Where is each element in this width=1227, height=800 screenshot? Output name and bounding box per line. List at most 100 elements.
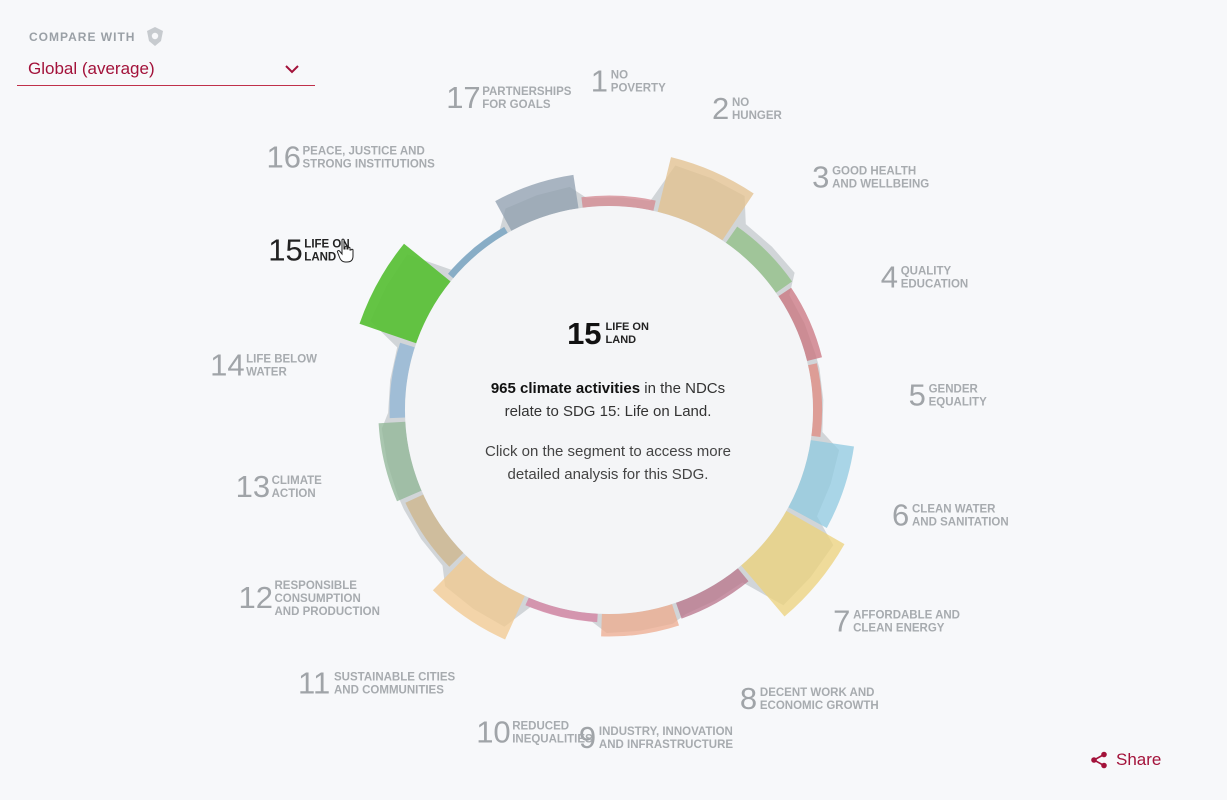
compare-dropdown-value: Global (average) bbox=[28, 58, 155, 78]
sdg-segment-13[interactable] bbox=[378, 421, 422, 502]
sdg-segment-17[interactable] bbox=[495, 174, 579, 231]
sdg-label-number: 11 bbox=[298, 665, 330, 700]
activity-count: 965 climate activities bbox=[490, 380, 641, 397]
sdg-segment-1[interactable] bbox=[581, 195, 656, 211]
center-hint: Click on the segment to access more deta… bbox=[458, 440, 758, 486]
sdg-label-name-line: CONSUMPTION bbox=[275, 593, 361, 605]
sdg-segment-3[interactable] bbox=[725, 226, 793, 293]
sdg-label-name-line: STRONG INSTITUTIONS bbox=[303, 158, 436, 170]
sdg-segment-10[interactable] bbox=[525, 597, 598, 623]
sdg-label-name-line: QUALITY bbox=[901, 265, 952, 277]
sdg-label-name-line: DECENT WORK AND bbox=[760, 687, 875, 699]
sdg-label-name-line: EQUALITY bbox=[929, 396, 987, 408]
center-disc bbox=[405, 206, 813, 614]
sdg-label-number: 7 bbox=[833, 604, 850, 639]
sdg-segment-5[interactable] bbox=[808, 363, 823, 437]
sdg-segment-15[interactable] bbox=[359, 243, 451, 344]
sdg-label-number: 5 bbox=[909, 377, 926, 412]
description-rest: in the NDCs bbox=[644, 380, 726, 397]
center-sdg-name: LIFE ON LAND bbox=[606, 321, 649, 347]
center-sdg-title: 15 LIFE ON LAND bbox=[508, 316, 708, 352]
sdg-label-name-line: WATER bbox=[246, 367, 287, 379]
sdg-segment-9[interactable] bbox=[601, 604, 679, 637]
sdg-segment-16[interactable] bbox=[448, 226, 508, 279]
chevron-down-icon bbox=[285, 64, 299, 73]
sdg-label-name-line: INEQUALITIES bbox=[512, 733, 593, 745]
share-button[interactable]: Share bbox=[1090, 750, 1161, 770]
sdg-label-name-line: POVERTY bbox=[611, 82, 666, 94]
center-description: 965 climate activities in the NDCs relat… bbox=[458, 377, 758, 423]
sdg-label-number: 1 bbox=[591, 63, 608, 98]
sdg-label-number: 13 bbox=[236, 469, 270, 504]
share-icon bbox=[1091, 751, 1107, 769]
sdg-label-name-line: FOR GOALS bbox=[482, 99, 551, 111]
sdg-label-name-line: RESPONSIBLE bbox=[275, 580, 358, 592]
sdg-label-name-line: LAND bbox=[304, 252, 336, 264]
sdg-label-name-line: CLIMATE bbox=[272, 475, 323, 487]
sdg-label-name-line: EDUCATION bbox=[901, 278, 969, 290]
sdg-label-name-line: SUSTAINABLE CITIES bbox=[334, 671, 456, 683]
hint-line2: detailed analysis for this SDG. bbox=[507, 466, 709, 483]
center-sdg-name-line2: LAND bbox=[605, 334, 637, 346]
compare-with-label: COMPARE WITH bbox=[29, 26, 165, 48]
sdg-segment-11[interactable] bbox=[432, 555, 525, 640]
sdg-label-number: 8 bbox=[740, 681, 757, 716]
sdg-segment-7[interactable] bbox=[741, 510, 845, 617]
sdg-segment-2[interactable] bbox=[657, 157, 754, 241]
sdg-label-name-line: INDUSTRY, INNOVATION bbox=[599, 726, 733, 738]
sdg-label-name-line: NO bbox=[611, 69, 628, 81]
sdg-label-number: 3 bbox=[812, 159, 829, 194]
sdg-label-number: 12 bbox=[239, 580, 273, 615]
sdg-segment-8[interactable] bbox=[676, 568, 749, 619]
sdg-label-name-line: PEACE, JUSTICE AND bbox=[303, 145, 425, 157]
sdg-label-name-line: CLEAN WATER bbox=[912, 504, 996, 516]
sdg-label-name-line: NO bbox=[732, 97, 749, 109]
center-sdg-number: 15 bbox=[567, 316, 602, 351]
compare-dropdown[interactable]: Global (average) bbox=[17, 52, 315, 86]
sdg-label-name-line: AFFORDABLE AND bbox=[853, 610, 960, 622]
sdg-label-name-line: CLEAN ENERGY bbox=[853, 623, 945, 635]
share-label: Share bbox=[1116, 750, 1162, 769]
info-shield-icon[interactable] bbox=[145, 26, 165, 48]
sdg-label-number: 16 bbox=[267, 139, 301, 174]
compare-with-text: COMPARE WITH bbox=[29, 30, 136, 44]
sdg-segment-6[interactable] bbox=[788, 440, 854, 528]
sdg-label-name-line: AND WELLBEING bbox=[832, 178, 929, 190]
sdg-label-name-line: GOOD HEALTH bbox=[832, 165, 916, 177]
sdg-label-name-line: AND PRODUCTION bbox=[275, 606, 380, 618]
sdg-label-name-line: LIFE ON bbox=[304, 239, 349, 251]
sdg-label-name-line: AND SANITATION bbox=[912, 517, 1009, 529]
hint-line1: Click on the segment to access more bbox=[485, 443, 731, 460]
sdg-label-name-line: AND INFRASTRUCTURE bbox=[599, 739, 733, 751]
sdg-label-name-line: ECONOMIC GROWTH bbox=[760, 700, 879, 712]
sdg-label-name-line: ACTION bbox=[272, 488, 316, 500]
sdg-label-number: 10 bbox=[476, 714, 510, 749]
sdg-label-name-line: PARTNERSHIPS bbox=[482, 86, 572, 98]
sdg-label-number: 6 bbox=[892, 498, 909, 533]
sdg-segment-4[interactable] bbox=[778, 287, 822, 361]
sdg-label-number: 2 bbox=[712, 91, 729, 126]
sdg-label-name-line: GENDER bbox=[929, 383, 979, 395]
sdg-segment-12[interactable] bbox=[405, 494, 464, 567]
sdg-label-name-line: REDUCED bbox=[512, 720, 569, 732]
sdg-segment-14[interactable] bbox=[389, 342, 415, 419]
